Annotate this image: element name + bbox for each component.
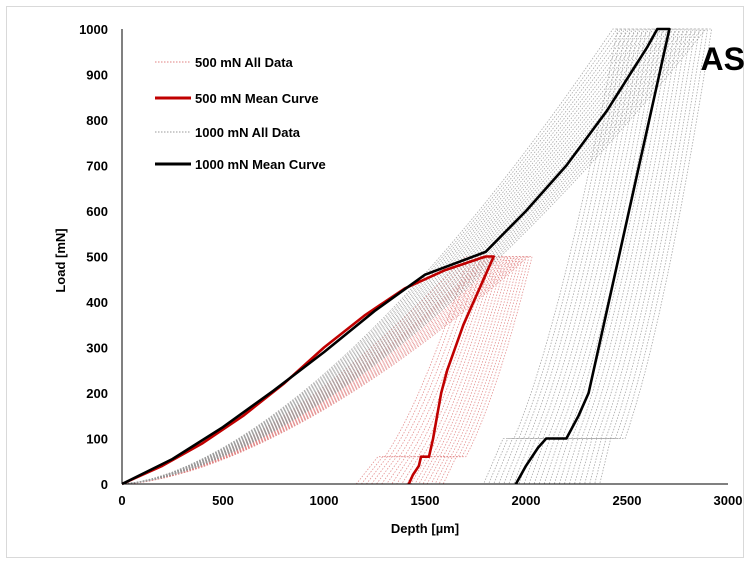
series-2-curve — [121, 28, 635, 485]
series-2-curve — [121, 28, 631, 485]
x-tick-label: 500 — [212, 493, 234, 508]
series-2-curve — [121, 28, 647, 485]
series-2-curve — [121, 28, 660, 485]
x-tick-label: 1000 — [310, 493, 339, 508]
series-0-curve — [121, 256, 533, 485]
series-2-curve — [121, 28, 619, 485]
series-0-curve — [121, 256, 530, 485]
y-tick-label: 1000 — [79, 22, 108, 37]
x-tick-labels: 0 500 1000 1500 2000 2500 3000 — [118, 493, 742, 508]
series-3-mean-line — [121, 27, 671, 486]
curves-layer — [121, 27, 713, 486]
series-2-curve — [121, 28, 708, 485]
legend-item: 1000 mN Mean Curve — [155, 157, 326, 172]
legend-label: 500 mN All Data — [195, 55, 294, 70]
x-tick-label: 2000 — [512, 493, 541, 508]
x-tick-label: 3000 — [714, 493, 743, 508]
series-2-curve — [121, 28, 668, 485]
series-0-curve — [121, 256, 512, 485]
legend-item: 1000 mN All Data — [155, 125, 301, 140]
series-2-curve — [121, 28, 627, 485]
series-0-curve — [121, 256, 490, 485]
series-0-curve — [121, 256, 518, 485]
y-tick-label: 800 — [86, 113, 108, 128]
series-2-curve — [121, 28, 672, 485]
series-0-curve — [121, 256, 521, 485]
series-0-curve — [121, 256, 524, 485]
series-0-curve — [121, 256, 470, 485]
chart-frame — [6, 6, 744, 558]
series-0-curve — [121, 256, 527, 485]
series-1-mean-line — [121, 255, 495, 486]
x-tick-label: 1500 — [411, 493, 440, 508]
y-tick-label: 0 — [101, 477, 108, 492]
series-2-curve — [121, 28, 684, 485]
legend-label: 1000 mN Mean Curve — [195, 157, 326, 172]
y-tick-label: 400 — [86, 295, 108, 310]
x-tick-label: 2500 — [613, 493, 642, 508]
y-tick-label: 200 — [86, 386, 108, 401]
legend: 500 mN All Data 500 mN Mean Curve 1000 mN … — [155, 55, 326, 172]
y-tick-label: 700 — [86, 159, 108, 174]
series-2-curve — [121, 28, 680, 485]
y-tick-label: 100 — [86, 432, 108, 447]
series-2-curve — [121, 28, 692, 485]
legend-item: 500 mN Mean Curve — [155, 91, 319, 106]
series-0-curves — [121, 256, 533, 485]
y-tick-label: 300 — [86, 341, 108, 356]
series-2-curve — [121, 28, 704, 485]
series-2-curve — [121, 28, 696, 485]
legend-label: 1000 mN All Data — [195, 125, 301, 140]
y-tick-labels: 0 100 200 300 400 500 600 700 800 900 1000 — [79, 22, 108, 492]
axes-layer — [121, 29, 728, 485]
y-tick-label: 500 — [86, 250, 108, 265]
series-2-curve — [121, 28, 700, 485]
series-0-curve — [121, 256, 478, 485]
legend-label: 500 mN Mean Curve — [195, 91, 319, 106]
panel-label: AS — [701, 41, 745, 77]
x-tick-label: 0 — [118, 493, 125, 508]
series-2-curve — [121, 28, 639, 485]
y-tick-label: 600 — [86, 204, 108, 219]
y-tick-label: 900 — [86, 68, 108, 83]
series-0-curve — [121, 256, 509, 485]
series-2-curves — [121, 28, 713, 485]
series-2-curve — [121, 28, 688, 485]
legend-item: 500 mN All Data — [155, 55, 294, 70]
y-axis-title: Load [mN] — [53, 228, 68, 292]
series-2-curve — [121, 28, 623, 485]
x-axis-title: Depth [µm] — [391, 521, 459, 536]
